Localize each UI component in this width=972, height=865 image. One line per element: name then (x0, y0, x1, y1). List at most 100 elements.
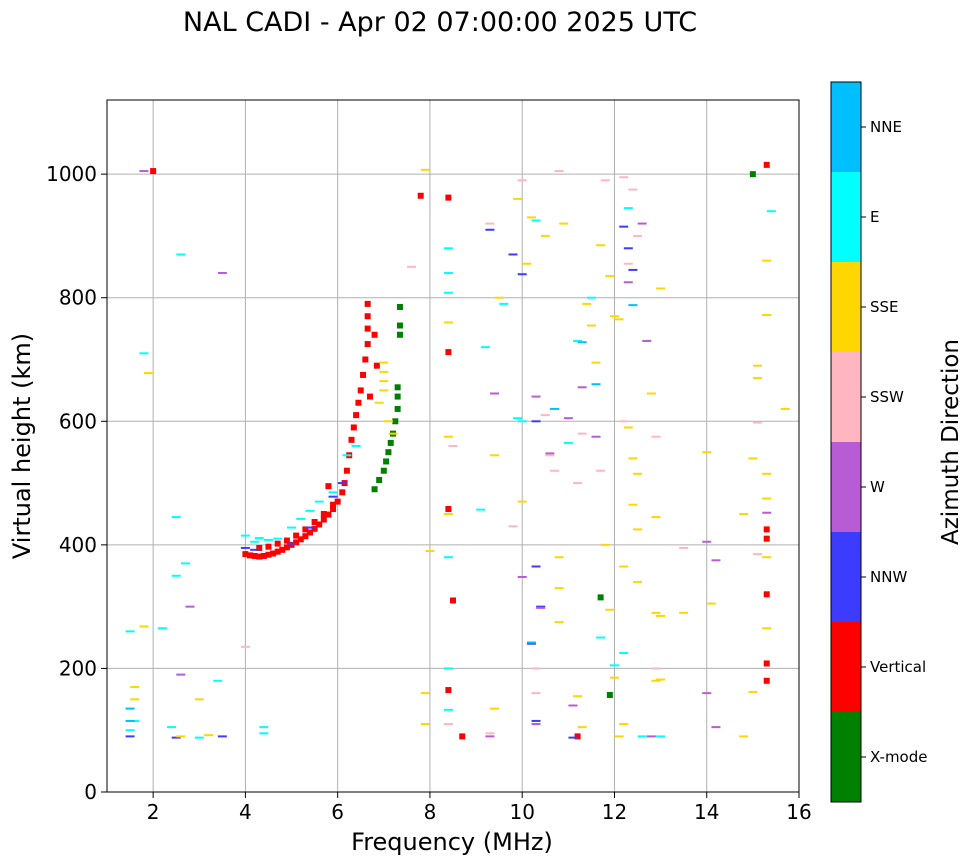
echo-point (531, 692, 541, 695)
echo-point (739, 512, 749, 515)
echo-point (420, 723, 430, 726)
echo-point (287, 542, 297, 545)
echo-point (125, 630, 135, 633)
colorbar-tick-label: NNE (870, 118, 902, 136)
echo-point (749, 171, 756, 178)
colorbar-segment (831, 262, 861, 352)
echo-point (150, 168, 157, 175)
echo-point (387, 439, 394, 446)
echo-point (582, 302, 592, 305)
echo-point (171, 516, 181, 519)
echo-point (371, 486, 378, 493)
echo-point (706, 602, 716, 605)
echo-point (573, 482, 583, 485)
echo-point (628, 457, 638, 460)
echo-point (762, 472, 772, 475)
echo-point (357, 387, 364, 394)
echo-point (288, 541, 295, 548)
echo-point (656, 287, 666, 290)
echo-point (531, 667, 541, 670)
echo-point (259, 726, 269, 729)
echo-point (651, 611, 661, 614)
echo-point (297, 536, 304, 543)
echo-point (596, 636, 606, 639)
echo-point (586, 324, 596, 327)
y-tick-label: 400 (59, 533, 97, 557)
echo-point (130, 685, 140, 688)
echo-point (350, 424, 357, 431)
echo-point (360, 371, 367, 378)
echo-point (513, 197, 523, 200)
echo-point (646, 735, 656, 738)
echo-point (392, 418, 399, 425)
echo-point (485, 228, 495, 231)
echo-point (176, 673, 186, 676)
echo-point (379, 361, 389, 364)
echo-point (549, 407, 559, 410)
echo-point (240, 546, 250, 549)
echo-point (130, 698, 140, 701)
echo-point (125, 729, 135, 732)
echo-point (573, 695, 583, 698)
echo-point (420, 168, 430, 171)
echo-point (623, 262, 633, 265)
echo-point (396, 303, 403, 310)
colorbar-segment (831, 532, 861, 622)
y-tick-label: 200 (59, 656, 97, 680)
echo-point (752, 421, 762, 424)
x-tick-label: 10 (509, 800, 534, 824)
echo-point (203, 734, 213, 737)
echo-point (366, 393, 373, 400)
echo-point (274, 548, 281, 555)
echo-point (287, 526, 297, 529)
echo-point (763, 660, 770, 667)
echo-point (194, 698, 204, 701)
colorbar-tick-label: Vertical (870, 658, 926, 676)
echo-point (763, 526, 770, 533)
echo-point (394, 393, 401, 400)
echo-point (259, 732, 269, 735)
echo-point (752, 364, 762, 367)
echo-point (316, 521, 323, 528)
echo-point (596, 469, 606, 472)
echo-point (351, 445, 361, 447)
echo-point (217, 735, 227, 738)
echo-point (254, 537, 264, 540)
echo-point (526, 216, 536, 219)
x-tick-label: 14 (694, 800, 719, 824)
echo-point (364, 325, 371, 332)
echo-point (762, 259, 772, 262)
echo-point (476, 508, 486, 511)
echo-point (194, 736, 204, 739)
echo-point (380, 467, 387, 474)
echo-point (283, 537, 290, 544)
echo-point (443, 723, 453, 726)
colorbar-label: Azimuth Direction (938, 339, 964, 545)
colorbar-tick-label: W (870, 478, 885, 496)
echo-point (371, 331, 378, 338)
echo-point (549, 469, 559, 472)
colorbar-segment (831, 442, 861, 532)
echo-point (762, 497, 772, 500)
echo-point (559, 222, 569, 225)
echo-point (330, 501, 337, 508)
echo-point (605, 275, 615, 278)
echo-point (554, 621, 564, 624)
echo-point (619, 723, 629, 726)
echo-point (597, 594, 604, 601)
echo-point (623, 426, 633, 429)
echo-point (176, 735, 186, 738)
echo-point (240, 645, 250, 648)
x-tick-label: 4 (239, 800, 252, 824)
colorbar-segment (831, 712, 861, 802)
echo-point (125, 719, 135, 722)
echo-point (540, 234, 550, 237)
echo-point (139, 352, 149, 355)
echo-point (167, 726, 177, 729)
echo-point (306, 529, 313, 536)
plot-frame (106, 99, 800, 793)
echo-point (362, 356, 369, 363)
echo-point (125, 735, 135, 738)
echo-point (637, 222, 647, 225)
